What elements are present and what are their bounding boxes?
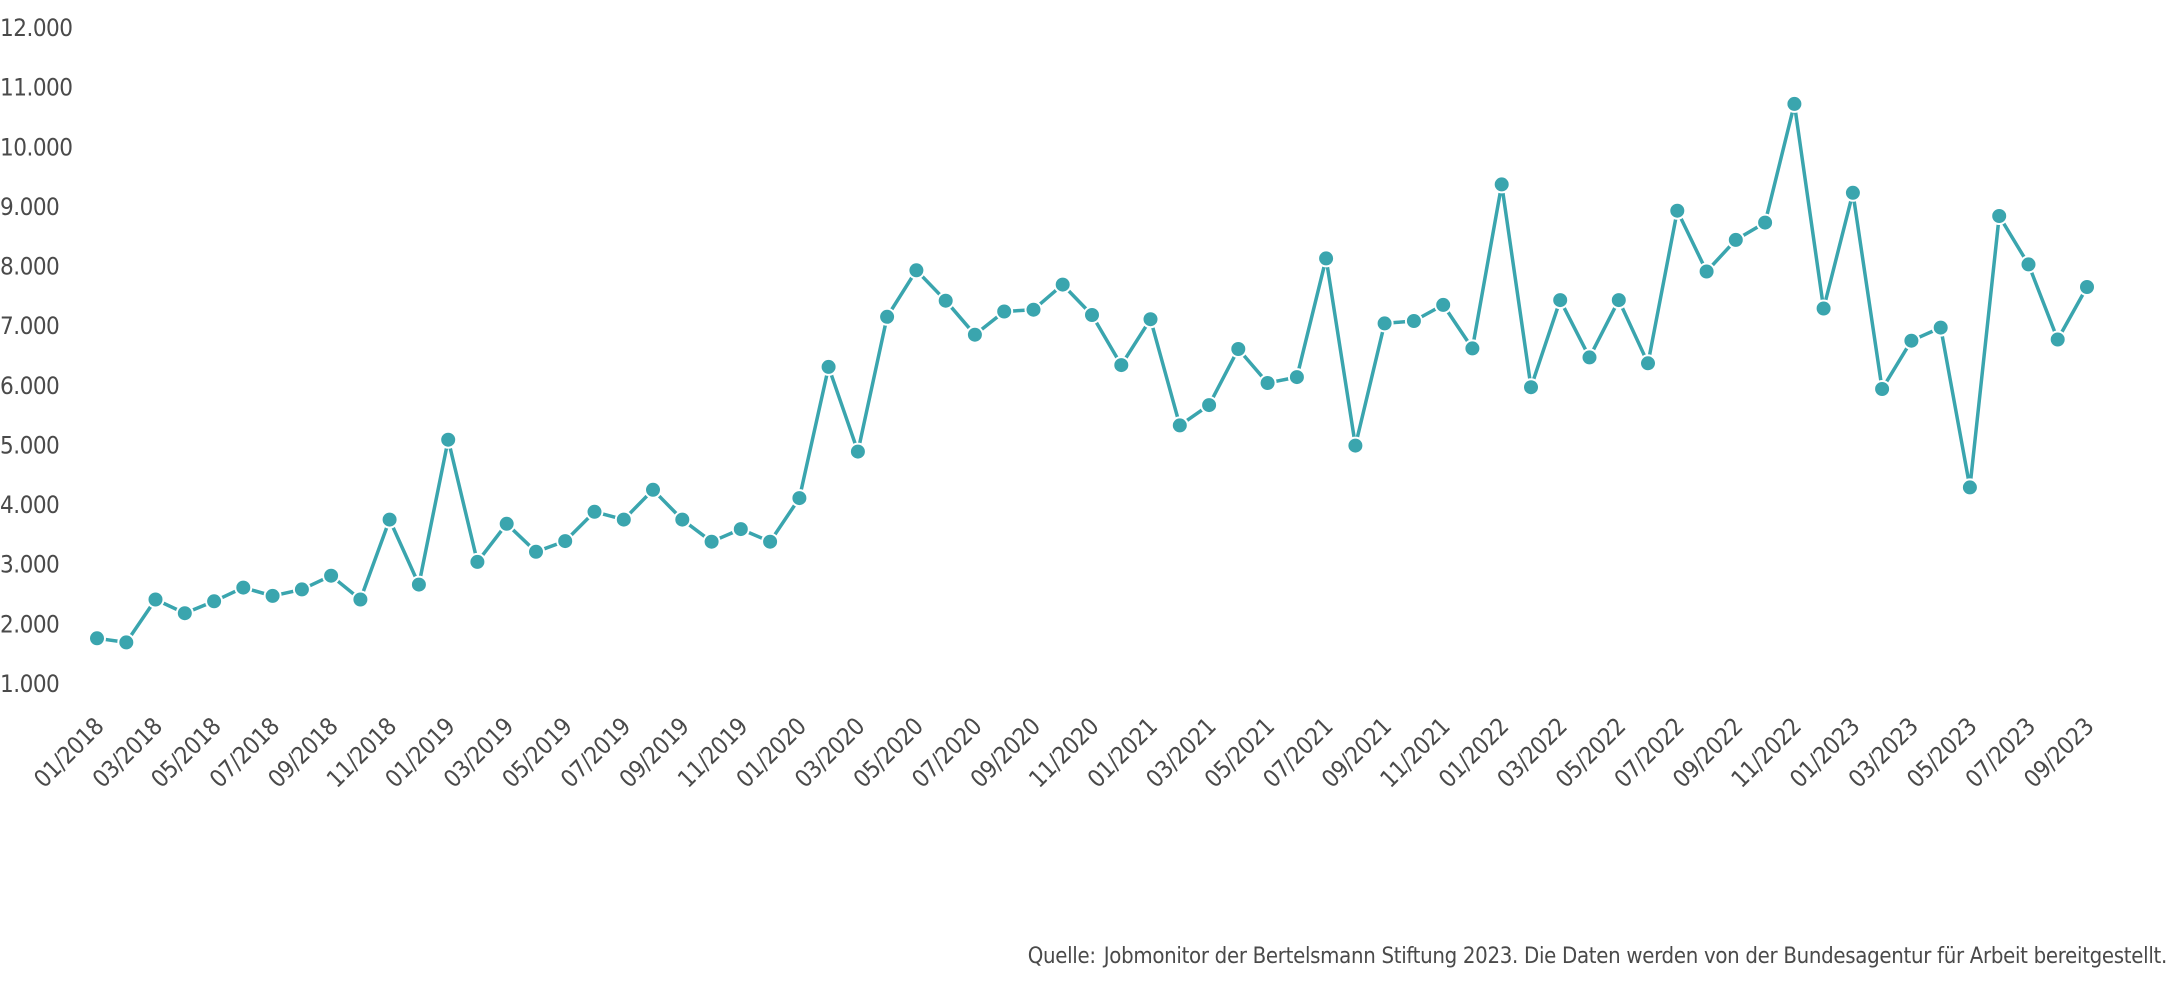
data-point: [1756, 213, 1775, 232]
data-point: [1931, 318, 1950, 337]
y-axis-tick-labels: 1.000 2.000 3.000 4.000 5.000 6.000 7.000 8.000…: [0, 14, 73, 698]
y-tick-label: 10.000: [0, 133, 73, 161]
data-point: [585, 502, 604, 521]
data-point: [292, 580, 311, 599]
data-point: [2078, 278, 2096, 296]
series-line: [96, 102, 2089, 645]
data-point: [790, 489, 809, 508]
data-point: [673, 510, 692, 529]
y-tick-label: 9.000: [0, 193, 59, 221]
data-point: [614, 510, 633, 529]
data-point: [1726, 230, 1745, 249]
data-point: [965, 325, 984, 344]
data-point: [1200, 396, 1219, 415]
data-point: [380, 510, 399, 529]
y-tick-label: 3.000: [0, 551, 59, 579]
data-point: [439, 430, 458, 449]
data-point: [88, 629, 106, 648]
data-point: [907, 261, 926, 280]
y-tick-label: 2.000: [0, 610, 59, 638]
data-point: [175, 604, 194, 623]
data-point: [527, 542, 545, 561]
data-point: [848, 442, 867, 461]
y-tick-label: 6.000: [0, 372, 59, 400]
data-point: [1551, 291, 1570, 310]
data-point: [497, 514, 516, 533]
data-point: [2019, 255, 2038, 274]
source-text: Jobmonitor der Bertelsmann Stiftung 2023…: [1103, 944, 2168, 969]
data-point: [1873, 380, 1892, 398]
data-point: [1170, 416, 1189, 435]
data-point: [1522, 378, 1540, 397]
data-point: [1668, 201, 1687, 220]
data-point: [1024, 300, 1043, 319]
data-point: [819, 357, 838, 376]
data-point: [1785, 94, 1804, 113]
data-point: [1814, 299, 1833, 318]
data-point: [322, 566, 341, 585]
data-point: [1112, 356, 1131, 375]
data-point: [1141, 310, 1160, 329]
data-point: [1375, 314, 1394, 333]
data-point: [1902, 331, 1921, 350]
data-point: [878, 307, 897, 326]
data-point: [1639, 354, 1657, 373]
data-point: [1609, 291, 1628, 310]
source-prefix: Quelle:: [1027, 944, 1096, 969]
data-point: [468, 552, 487, 571]
data-point: [1580, 348, 1599, 367]
y-tick-label: 4.000: [0, 491, 59, 519]
y-tick-label: 1.000: [0, 670, 59, 698]
data-point: [1843, 183, 1862, 202]
y-tick-label: 5.000: [0, 431, 59, 459]
data-point: [1492, 175, 1511, 194]
data-point: [2048, 330, 2067, 349]
data-point: [1463, 339, 1482, 358]
data-point: [1287, 368, 1306, 387]
data-point: [1083, 306, 1101, 324]
data-point: [702, 532, 721, 551]
data-point: [146, 590, 165, 609]
data-point: [1317, 249, 1336, 268]
data-point: [1229, 340, 1248, 358]
series-layer: [88, 94, 2096, 652]
data-point: [234, 578, 253, 597]
data-point: [1404, 312, 1423, 330]
data-point: [731, 520, 750, 539]
data-point: [409, 575, 428, 594]
data-point: [1434, 295, 1453, 314]
data-point: [1346, 436, 1365, 455]
data-point: [205, 592, 224, 611]
data-point: [351, 590, 370, 609]
data-point: [1697, 262, 1716, 281]
data-point: [995, 302, 1014, 321]
y-tick-label: 11.000: [0, 74, 73, 102]
data-point: [1053, 275, 1072, 294]
data-point: [644, 480, 662, 499]
x-axis-tick-labels: 01/201803/201805/201807/201809/201811/20…: [28, 712, 2099, 793]
data-point: [556, 532, 575, 551]
y-tick-label: 7.000: [0, 312, 59, 340]
y-tick-label: 12.000: [0, 14, 73, 42]
data-point: [1258, 374, 1277, 392]
data-point: [936, 291, 955, 310]
data-point: [117, 633, 136, 652]
source-note: Quelle: Jobmonitor der Bertelsmann Stiftu…: [1027, 944, 2168, 969]
y-tick-label: 8.000: [0, 253, 59, 281]
data-point: [1990, 207, 2009, 225]
data-point: [263, 586, 282, 605]
data-point: [761, 532, 780, 551]
data-point: [1960, 478, 1979, 497]
